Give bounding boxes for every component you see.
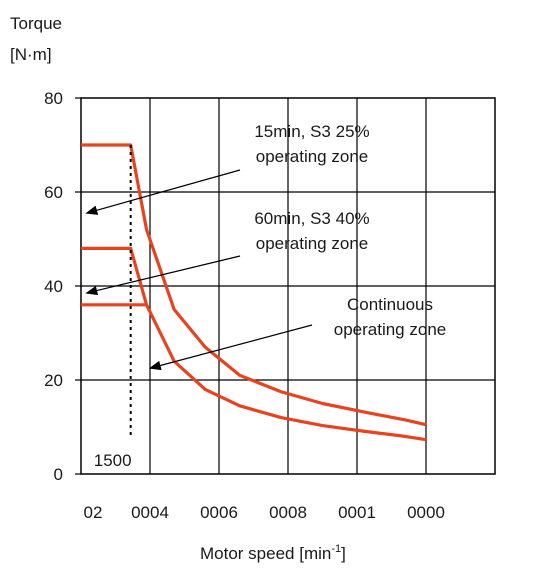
annotation-text-0: 15min, S3 25% operating zone bbox=[254, 122, 369, 166]
annotation-arrow-2 bbox=[148, 324, 313, 371]
x-tick-label-3: 0008 bbox=[269, 503, 307, 522]
x-tick-label-2: 0006 bbox=[200, 503, 238, 522]
y-axis-label-line2: [N·m] bbox=[10, 45, 52, 64]
x-axis-label-end: ] bbox=[341, 544, 346, 563]
base-speed-marker: 1500 bbox=[94, 145, 132, 470]
curve-0 bbox=[81, 143, 427, 427]
annotation-1-line-1: operating zone bbox=[256, 234, 368, 253]
annotation-2-line-0: Continuous bbox=[347, 295, 433, 314]
base-speed-label: 1500 bbox=[94, 451, 132, 470]
x-axis-label-main: Motor speed [min bbox=[200, 544, 331, 563]
annotation-2: Continuous operating zone bbox=[148, 295, 446, 371]
y-tick-label-2: 40 bbox=[44, 277, 63, 296]
x-axis-label: Motor speed [min-1] bbox=[200, 543, 346, 563]
x-tick-label-0: 02 bbox=[84, 503, 103, 522]
annotation-0-line-0: 15min, S3 25% bbox=[254, 122, 369, 141]
curves bbox=[81, 143, 427, 442]
annotation-arrow-0 bbox=[85, 169, 241, 215]
y-axis-label-line1: Torque bbox=[10, 14, 62, 33]
x-axis-label-superscript: -1 bbox=[331, 543, 341, 555]
annotation-0-line-1: operating zone bbox=[256, 147, 368, 166]
y-tick-label-4: 80 bbox=[44, 89, 63, 108]
annotation-arrow-1 bbox=[85, 255, 241, 296]
annotation-0: 15min, S3 25% operating zone bbox=[85, 122, 370, 215]
annotation-1-line-0: 60min, S3 40% bbox=[254, 209, 369, 228]
grid-lines bbox=[81, 98, 495, 474]
annotation-2-line-1: operating zone bbox=[334, 320, 446, 339]
y-tick-label-0: 0 bbox=[54, 465, 63, 484]
annotation-1: 60min, S3 40% operating zone bbox=[85, 209, 370, 296]
x-tick-label-5: 0000 bbox=[407, 503, 445, 522]
x-tick-labels: 02 0004 0006 0008 0001 0000 bbox=[84, 503, 445, 522]
curve-1 bbox=[81, 246, 427, 442]
x-tick-label-4: 0001 bbox=[338, 503, 376, 522]
annotation-text-2: Continuous operating zone bbox=[334, 295, 446, 339]
y-tick-label-3: 60 bbox=[44, 183, 63, 202]
x-tick-label-1: 0004 bbox=[131, 503, 169, 522]
annotation-text-1: 60min, S3 40% operating zone bbox=[254, 209, 369, 253]
y-tick-label-1: 20 bbox=[44, 371, 63, 390]
y-tick-labels: 0 20 40 60 80 bbox=[44, 89, 81, 484]
